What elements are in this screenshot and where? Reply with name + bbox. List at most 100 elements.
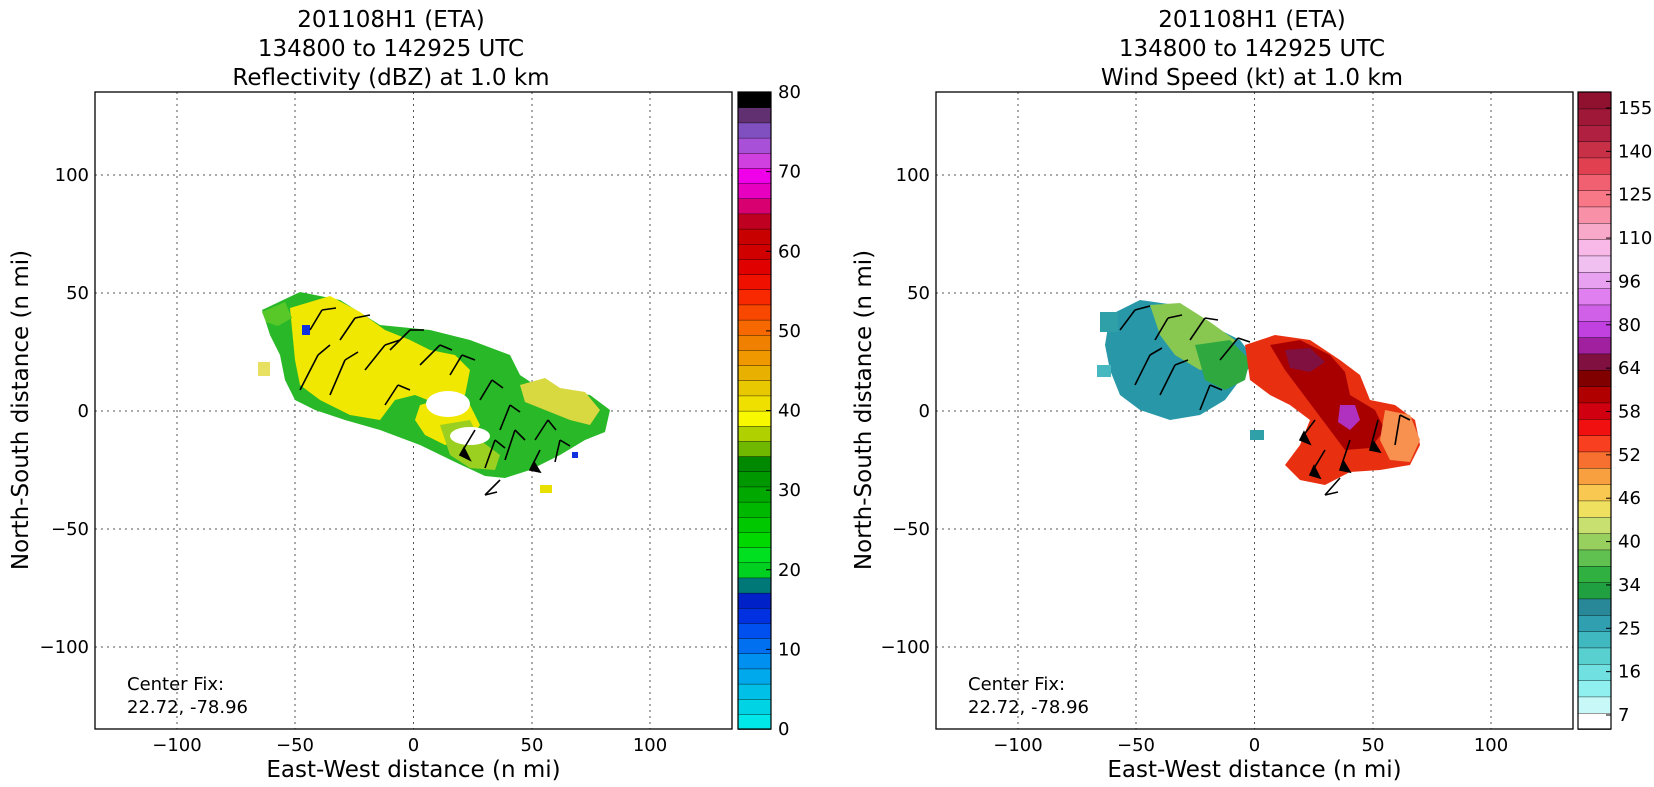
colorbar-tick-label: 60	[778, 241, 801, 262]
wind-barb	[364, 339, 401, 371]
colorbar-tick-label: 40	[1618, 532, 1641, 553]
colorbar-swatch	[1577, 287, 1612, 306]
colorbar-tick-label: 58	[1618, 402, 1641, 423]
x-tick-label: −100	[993, 735, 1042, 756]
wind-barb	[528, 449, 542, 474]
field-cell-blue-east	[572, 452, 578, 458]
wind-barbs	[1119, 305, 1411, 496]
field-region-green	[1195, 340, 1250, 390]
y-tick-label: −100	[40, 637, 89, 658]
x-axis-label: East-West distance (n mi)	[266, 757, 560, 783]
x-axis: −100 −50 0 50 100 East-West distance (n …	[152, 735, 667, 783]
colorbar-swatch	[1577, 598, 1612, 616]
panel-title-line-3: Reflectivity (dBZ) at 1.0 km	[232, 65, 549, 91]
x-tick-label: 50	[521, 735, 544, 756]
colorbar-swatch	[737, 425, 772, 442]
colorbar-swatch	[1577, 124, 1612, 142]
y-tick-label: 100	[896, 165, 930, 186]
colorbar-frame	[1577, 91, 1612, 730]
colorbar-swatch	[737, 668, 772, 685]
field-cell-west	[258, 362, 270, 376]
colorbar-swatch	[1577, 630, 1612, 649]
colorbar-swatch	[1577, 679, 1612, 698]
colorbar-swatch	[1577, 173, 1612, 191]
colorbar-swatch	[737, 652, 772, 670]
colorbar-swatch	[1577, 418, 1612, 436]
colorbar-swatch	[737, 546, 772, 563]
field-cell-south	[540, 485, 552, 493]
colorbar-swatch	[737, 364, 772, 381]
center-fix-label: Center Fix:	[968, 674, 1065, 695]
wind-barb	[479, 379, 504, 401]
panel-reflectivity: 201108H1 (ETA) 134800 to 142925 UTC Refl…	[8, 7, 801, 783]
colorbar-reflectivity: 0 10 20 30 40 50 60 70 80	[737, 82, 801, 740]
colorbar-tick-label: 0	[778, 719, 789, 740]
colorbar-swatch	[737, 486, 772, 503]
y-tick-label: 0	[78, 401, 89, 422]
wind-barb	[1199, 384, 1223, 411]
field-cell-south	[1250, 430, 1264, 440]
colorbar-tick-label: 155	[1618, 98, 1652, 119]
colorbar-swatch	[737, 182, 772, 199]
colorbar-swatch	[737, 622, 772, 639]
field-cell-nw	[1100, 312, 1118, 332]
colorbar-swatch	[1577, 402, 1612, 420]
colorbar-swatch	[1577, 647, 1612, 665]
field-region-maroon	[1285, 348, 1325, 372]
wind-barb	[1324, 477, 1341, 496]
panel-title-line-3: Wind Speed (kt) at 1.0 km	[1101, 65, 1403, 91]
colorbar-swatch	[1577, 451, 1612, 469]
y-tick-label: 0	[919, 401, 930, 422]
plot-area: Center Fix: 22.72, -78.96	[94, 91, 733, 730]
wind-barb	[1368, 419, 1382, 454]
colorbar-tick-label: 46	[1618, 488, 1641, 509]
colorbar-tick-label: 80	[778, 82, 801, 103]
wind-barb	[309, 307, 337, 331]
plot-frame	[935, 91, 1574, 730]
colorbar-swatch	[737, 152, 772, 169]
wind-barb	[1154, 314, 1183, 341]
wind-barb	[534, 419, 557, 441]
wind-barb	[1298, 419, 1316, 446]
wind-barb	[449, 354, 476, 376]
colorbar-tick-label: 50	[778, 321, 801, 342]
panel-wind-speed: 201108H1 (ETA) 134800 to 142925 UTC Wind…	[851, 7, 1652, 783]
y-tick-label: −100	[881, 637, 930, 658]
colorbar-swatch	[737, 683, 772, 700]
y-axis-label: North-South distance (n mi)	[851, 250, 877, 570]
wind-barb	[504, 429, 526, 461]
colorbar-swatch	[737, 455, 772, 472]
wind-barb	[554, 439, 571, 463]
field-region-nw	[262, 302, 292, 326]
x-tick-label: 100	[1474, 735, 1508, 756]
y-tick-label: 50	[66, 283, 89, 304]
colorbar-swatch	[737, 501, 772, 518]
colorbar-swatch	[1577, 157, 1612, 175]
center-fix-value: 22.72, -78.96	[968, 697, 1089, 718]
colorbar-swatch	[737, 698, 772, 715]
wind-barb	[1338, 439, 1352, 474]
x-tick-label: −50	[1117, 735, 1155, 756]
wind-speed-field	[1097, 300, 1420, 485]
field-region-purple	[1338, 405, 1360, 430]
colorbar-swatch	[737, 379, 772, 397]
colorbar-swatch	[1577, 467, 1612, 485]
colorbar-swatch	[1577, 238, 1612, 257]
colorbar-swatch	[1577, 206, 1612, 224]
wind-barb	[329, 351, 359, 396]
colorbar-swatch	[737, 91, 772, 108]
colorbar-swatch	[1577, 304, 1612, 322]
field-region-orange	[1380, 410, 1420, 462]
wind-barb	[419, 344, 453, 366]
colorbar-swatch	[737, 213, 772, 230]
wind-barb	[1159, 359, 1189, 396]
colorbar-tick-label: 110	[1618, 228, 1652, 249]
colorbar-tick-label: 16	[1618, 662, 1641, 683]
colorbar-tick-label: 125	[1618, 185, 1652, 206]
colorbar-tick-label: 40	[778, 401, 801, 422]
panel-title-line-2: 134800 to 142925 UTC	[1119, 36, 1385, 62]
colorbar-swatch	[1577, 108, 1612, 126]
colorbar-swatch	[1577, 516, 1612, 534]
colorbar-swatch	[737, 319, 772, 336]
